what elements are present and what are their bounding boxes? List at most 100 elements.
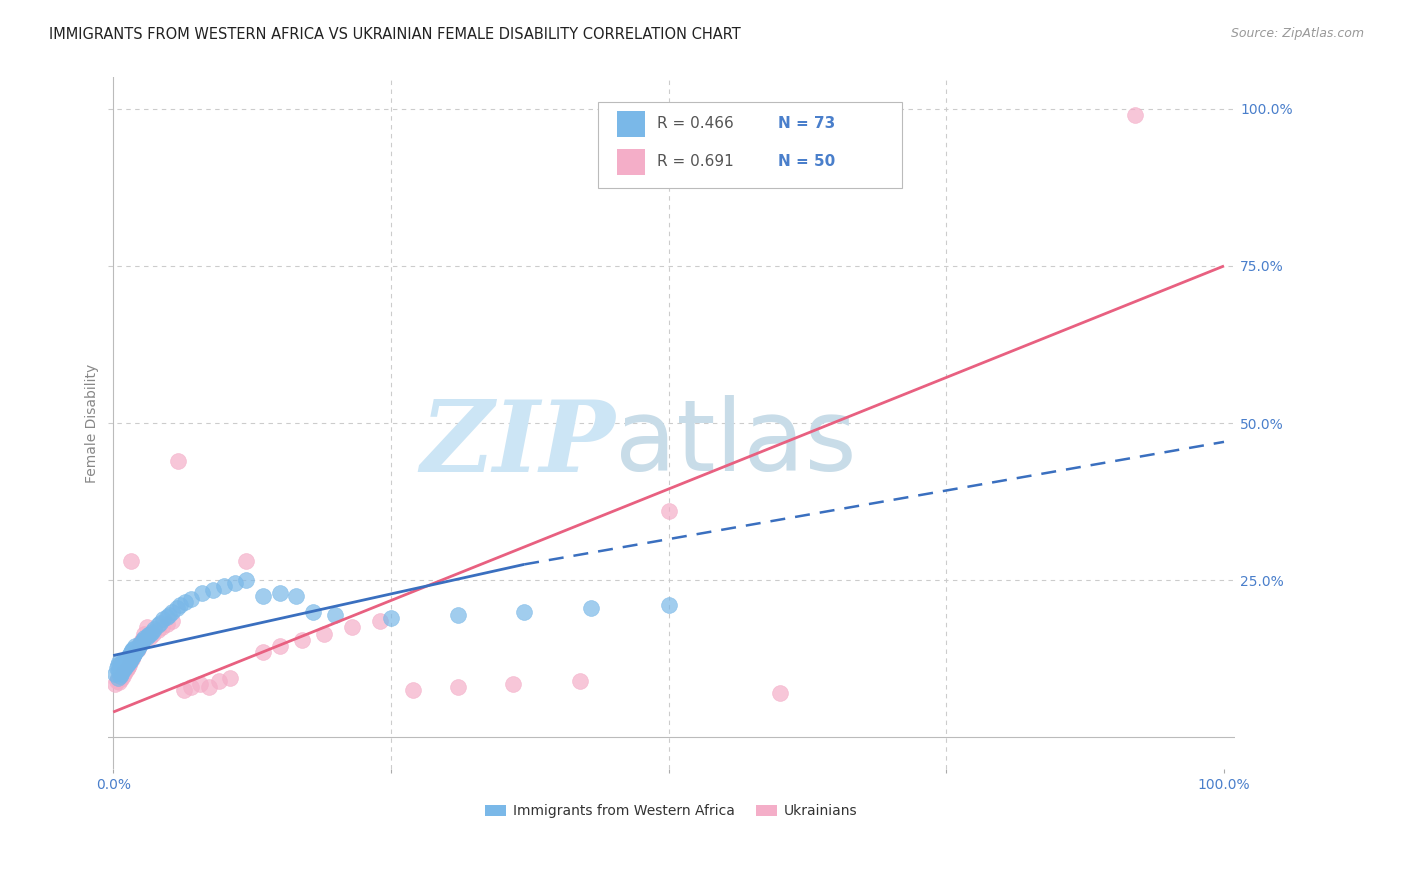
Point	[121, 643, 143, 657]
Point	[291, 632, 314, 647]
Point	[141, 624, 163, 639]
Point	[146, 624, 169, 638]
Point	[269, 639, 291, 653]
Legend: Immigrants from Western Africa, Ukrainians: Immigrants from Western Africa, Ukrainia…	[479, 798, 863, 824]
Point	[111, 664, 134, 678]
Point	[568, 673, 591, 688]
Point	[134, 631, 156, 645]
Point	[118, 655, 141, 669]
FancyBboxPatch shape	[617, 111, 645, 136]
Point	[160, 605, 183, 619]
Point	[769, 686, 792, 700]
Point	[107, 655, 129, 669]
Point	[252, 645, 274, 659]
Text: R = 0.466: R = 0.466	[657, 116, 734, 131]
Point	[124, 645, 146, 659]
Point	[128, 637, 150, 651]
Point	[120, 651, 142, 665]
Point	[235, 573, 257, 587]
Text: atlas: atlas	[614, 395, 856, 492]
Point	[120, 554, 142, 568]
Point	[117, 649, 139, 664]
Point	[166, 601, 188, 615]
Point	[124, 647, 146, 661]
FancyBboxPatch shape	[617, 149, 645, 175]
Point	[108, 671, 131, 685]
Point	[380, 611, 402, 625]
Point	[124, 645, 146, 659]
Point	[107, 664, 129, 678]
Text: ZIP: ZIP	[420, 395, 614, 492]
Point	[658, 599, 681, 613]
Point	[143, 622, 166, 636]
Point	[446, 607, 468, 622]
Point	[122, 648, 145, 663]
Point	[131, 634, 153, 648]
Point	[1123, 108, 1146, 122]
Point	[118, 655, 141, 669]
Point	[139, 630, 162, 644]
Point	[104, 677, 127, 691]
Point	[173, 683, 195, 698]
Point	[285, 589, 308, 603]
Text: Source: ZipAtlas.com: Source: ZipAtlas.com	[1230, 27, 1364, 40]
Point	[128, 639, 150, 653]
Point	[139, 626, 162, 640]
Point	[115, 662, 138, 676]
Point	[135, 630, 157, 644]
Point	[302, 605, 325, 619]
Point	[152, 612, 174, 626]
Point	[149, 615, 172, 630]
Point	[146, 618, 169, 632]
Point	[114, 660, 136, 674]
Text: N = 50: N = 50	[779, 154, 835, 169]
Point	[127, 640, 149, 655]
Point	[112, 668, 135, 682]
Point	[174, 595, 197, 609]
Point	[112, 661, 135, 675]
Point	[579, 601, 602, 615]
Text: N = 73: N = 73	[779, 116, 835, 131]
Point	[107, 674, 129, 689]
Point	[127, 642, 149, 657]
Point	[107, 673, 129, 687]
Point	[118, 648, 141, 663]
Point	[122, 642, 145, 657]
Point	[160, 614, 183, 628]
Point	[155, 609, 177, 624]
Point	[325, 607, 347, 622]
Point	[446, 680, 468, 694]
Point	[191, 585, 214, 599]
Point	[110, 656, 132, 670]
Point	[117, 660, 139, 674]
Point	[202, 582, 225, 597]
Point	[513, 605, 536, 619]
Point	[114, 654, 136, 668]
Point	[180, 591, 202, 606]
Text: R = 0.691: R = 0.691	[657, 154, 734, 169]
Point	[104, 667, 127, 681]
Point	[118, 654, 141, 668]
Point	[128, 636, 150, 650]
Point	[314, 626, 336, 640]
Point	[118, 657, 141, 672]
Point	[208, 673, 231, 688]
Point	[111, 667, 134, 681]
Point	[121, 651, 143, 665]
Point	[340, 620, 363, 634]
Point	[218, 671, 240, 685]
Point	[136, 628, 159, 642]
Point	[125, 643, 148, 657]
Point	[124, 639, 146, 653]
Point	[105, 661, 128, 675]
Text: IMMIGRANTS FROM WESTERN AFRICA VS UKRAINIAN FEMALE DISABILITY CORRELATION CHART: IMMIGRANTS FROM WESTERN AFRICA VS UKRAIN…	[49, 27, 741, 42]
Point	[166, 454, 188, 468]
Point	[117, 656, 139, 670]
Point	[150, 620, 173, 634]
Point	[112, 655, 135, 669]
Y-axis label: Female Disability: Female Disability	[86, 363, 100, 483]
Point	[120, 645, 142, 659]
Point	[235, 554, 257, 568]
Point	[112, 656, 135, 670]
Point	[502, 677, 524, 691]
